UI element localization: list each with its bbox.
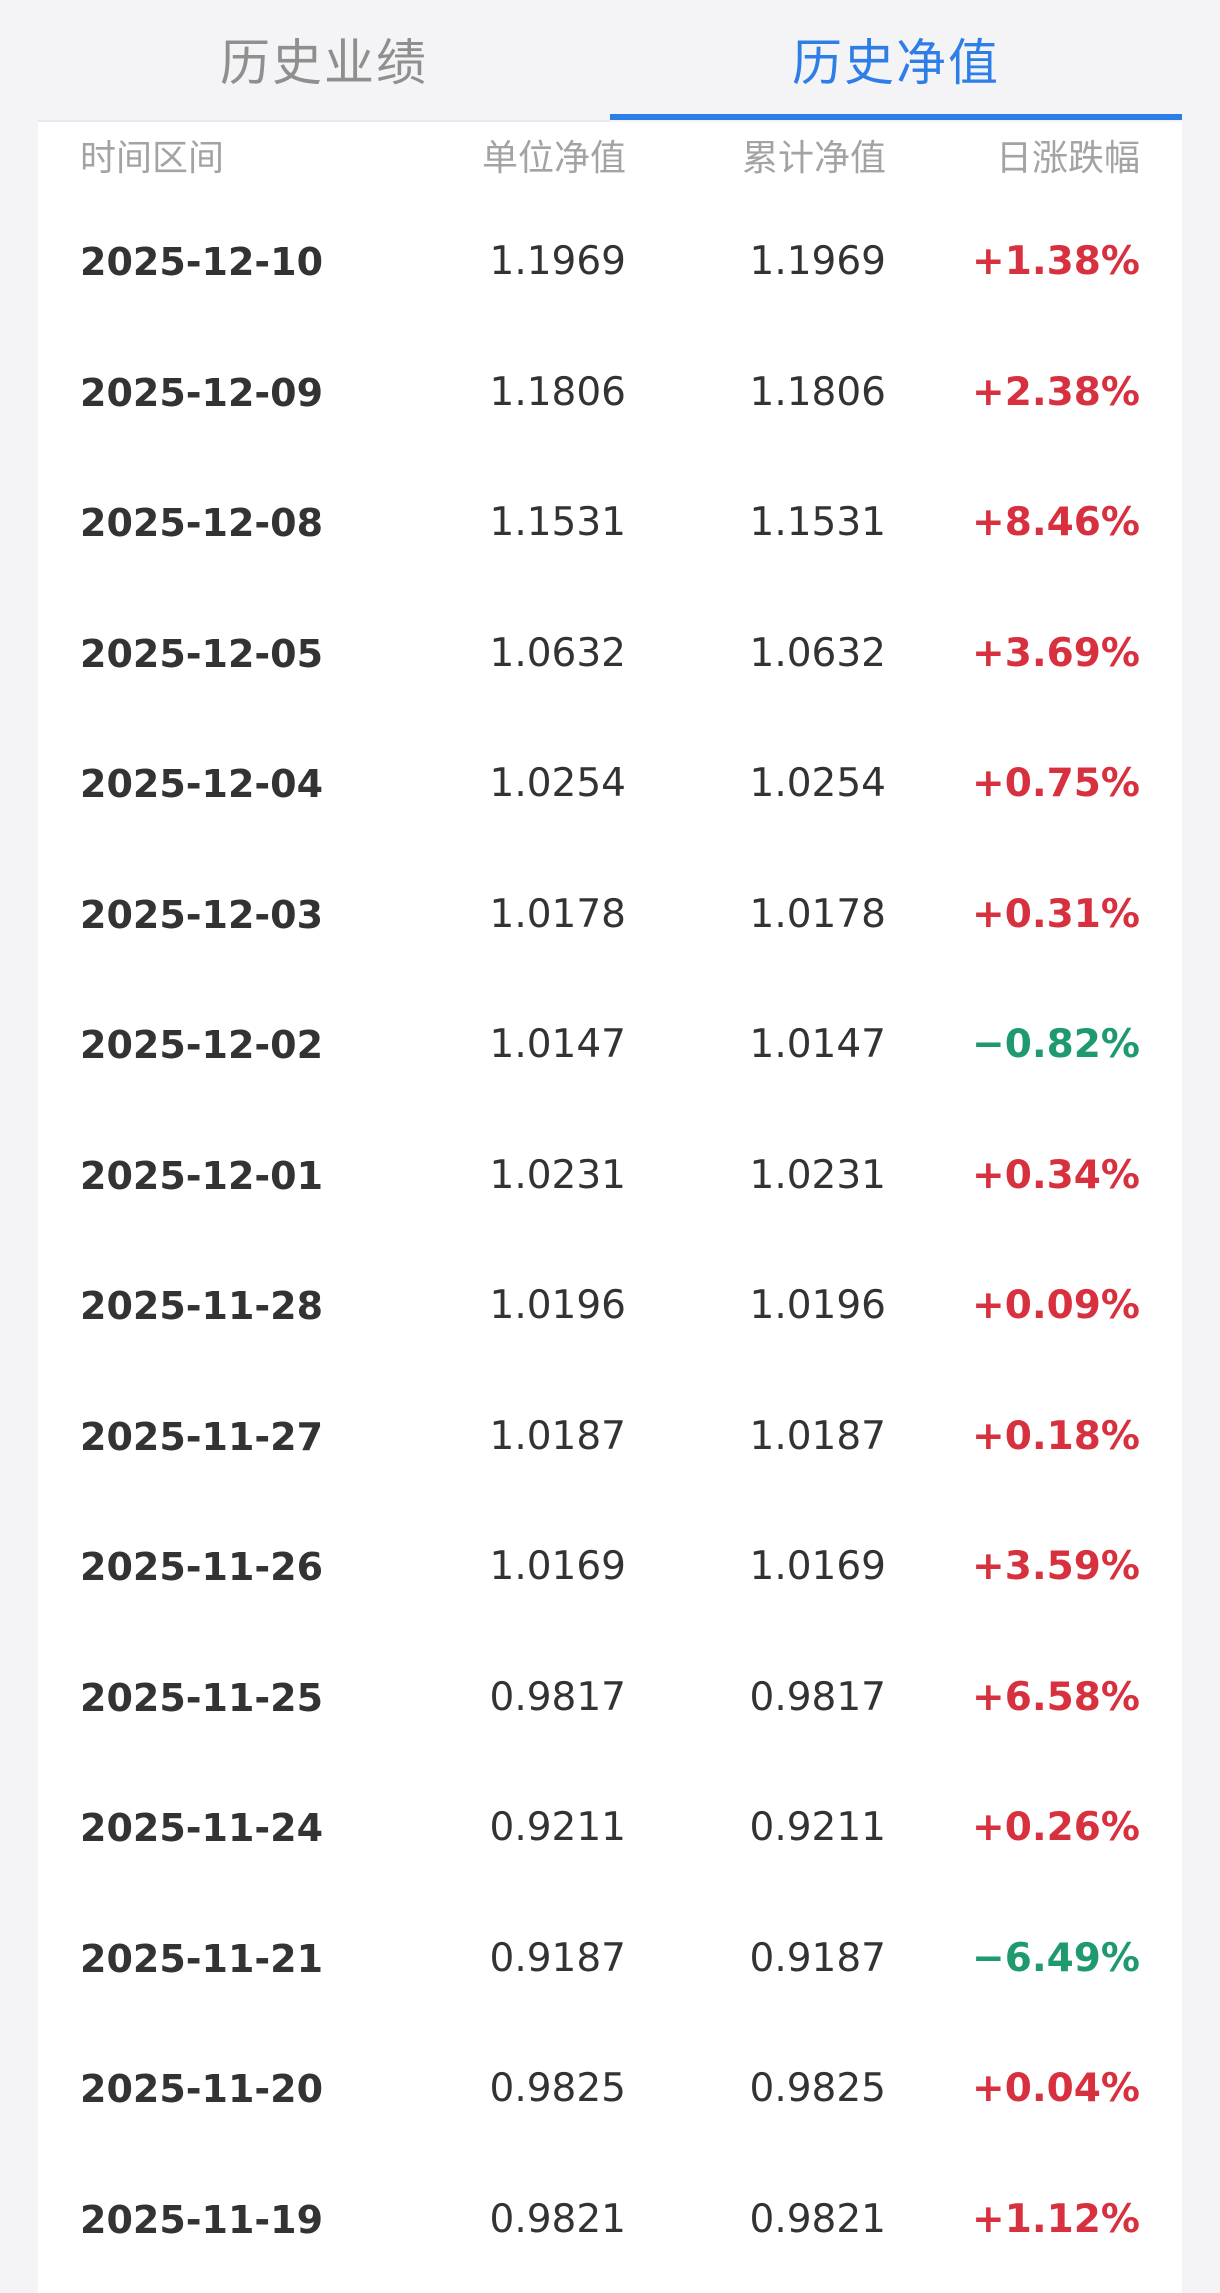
row-date: 2025-12-09: [80, 370, 324, 415]
row-date: 2025-12-05: [80, 631, 324, 676]
tab-divider: [38, 120, 610, 122]
row-date: 2025-12-02: [80, 1023, 324, 1067]
row-unit-nav: 1.0632: [489, 630, 626, 676]
header-date: 时间区间: [80, 138, 225, 179]
row-cumulative-nav: 0.9821: [749, 2196, 886, 2242]
row-cumulative-nav: 1.0178: [749, 891, 886, 937]
row-date: 2025-11-26: [80, 1545, 324, 1589]
row-cumulative-nav: 0.9825: [749, 2066, 886, 2111]
row-daily-change: +0.75%: [972, 761, 1140, 806]
tab-historical-performance[interactable]: 历史业绩: [220, 34, 428, 92]
row-daily-change: +3.69%: [972, 630, 1140, 676]
table-row[interactable]: 2025-11-19 0.9821 0.9821 +1.12%: [38, 2156, 1182, 2287]
row-unit-nav: 0.9821: [489, 2196, 626, 2242]
row-cumulative-nav: 1.0254: [749, 761, 886, 806]
row-date: 2025-11-20: [80, 2067, 324, 2111]
row-cumulative-nav: 1.0169: [749, 1544, 886, 1589]
row-unit-nav: 0.9211: [489, 1805, 626, 1850]
table-row[interactable]: 2025-12-02 1.0147 1.0147 −0.82%: [38, 981, 1182, 1112]
row-cumulative-nav: 0.9817: [749, 1674, 886, 1720]
row-daily-change: +0.34%: [972, 1152, 1140, 1198]
row-cumulative-nav: 1.1969: [749, 239, 886, 284]
row-unit-nav: 0.9187: [489, 1935, 626, 1981]
tab-historical-nav[interactable]: 历史净值: [792, 34, 1000, 92]
table-body: 2025-12-10 1.1969 1.1969 +1.38% 2025-12-09 1.…: [38, 198, 1182, 2286]
table-row[interactable]: 2025-11-21 0.9187 0.9187 −6.49%: [38, 1895, 1182, 2026]
row-date: 2025-11-21: [80, 1936, 324, 1981]
row-daily-change: +2.38%: [972, 369, 1140, 415]
active-tab-indicator: [610, 114, 1182, 120]
table-row[interactable]: 2025-11-26 1.0169 1.0169 +3.59%: [38, 1503, 1182, 1634]
row-unit-nav: 1.1969: [489, 239, 626, 284]
row-date: 2025-11-24: [80, 1806, 324, 1850]
row-unit-nav: 1.0196: [489, 1283, 626, 1328]
row-daily-change: +0.09%: [972, 1283, 1140, 1328]
row-cumulative-nav: 1.0147: [749, 1022, 886, 1067]
row-unit-nav: 1.0169: [489, 1544, 626, 1589]
row-unit-nav: 1.1531: [489, 500, 626, 545]
row-cumulative-nav: 1.0632: [749, 630, 886, 676]
table-row[interactable]: 2025-12-04 1.0254 1.0254 +0.75%: [38, 720, 1182, 851]
row-date: 2025-12-03: [80, 892, 324, 937]
table-row[interactable]: 2025-12-10 1.1969 1.1969 +1.38%: [38, 198, 1182, 329]
row-daily-change: +1.38%: [972, 239, 1140, 284]
row-cumulative-nav: 0.9211: [749, 1805, 886, 1850]
row-date: 2025-12-10: [80, 240, 324, 284]
table-row[interactable]: 2025-11-24 0.9211 0.9211 +0.26%: [38, 1764, 1182, 1895]
row-cumulative-nav: 1.1806: [749, 369, 886, 415]
row-cumulative-nav: 1.0196: [749, 1283, 886, 1328]
row-daily-change: −6.49%: [972, 1935, 1140, 1981]
table-row[interactable]: 2025-12-05 1.0632 1.0632 +3.69%: [38, 590, 1182, 721]
row-cumulative-nav: 1.1531: [749, 500, 886, 545]
table-row[interactable]: 2025-11-28 1.0196 1.0196 +0.09%: [38, 1242, 1182, 1373]
row-unit-nav: 0.9825: [489, 2066, 626, 2111]
row-date: 2025-12-01: [80, 1153, 324, 1198]
row-daily-change: +0.26%: [972, 1805, 1140, 1850]
tab-bar: 历史业绩 历史净值: [38, 0, 1182, 122]
row-cumulative-nav: 1.0231: [749, 1152, 886, 1198]
table-row[interactable]: 2025-11-27 1.0187 1.0187 +0.18%: [38, 1373, 1182, 1504]
row-daily-change: −0.82%: [972, 1022, 1140, 1067]
nav-table: 时间区间 单位净值 累计净值 日涨跌幅 2025-12-10 1.1969 1.19…: [38, 122, 1182, 2293]
row-unit-nav: 0.9817: [489, 1674, 626, 1720]
table-header: 时间区间 单位净值 累计净值 日涨跌幅: [38, 122, 1182, 198]
row-daily-change: +3.59%: [972, 1544, 1140, 1589]
header-unit-nav: 单位净值: [481, 138, 626, 179]
row-date: 2025-11-27: [80, 1414, 324, 1459]
header-cumulative-nav: 累计净值: [741, 138, 886, 179]
row-daily-change: +0.31%: [972, 891, 1140, 937]
row-daily-change: +0.18%: [972, 1413, 1140, 1459]
row-unit-nav: 1.0231: [489, 1152, 626, 1198]
table-row[interactable]: 2025-12-03 1.0178 1.0178 +0.31%: [38, 851, 1182, 982]
row-date: 2025-11-28: [80, 1284, 324, 1328]
row-cumulative-nav: 1.0187: [749, 1413, 886, 1459]
table-row[interactable]: 2025-12-01 1.0231 1.0231 +0.34%: [38, 1112, 1182, 1243]
table-row[interactable]: 2025-11-25 0.9817 0.9817 +6.58%: [38, 1634, 1182, 1765]
table-row[interactable]: 2025-12-09 1.1806 1.1806 +2.38%: [38, 329, 1182, 460]
row-unit-nav: 1.0147: [489, 1022, 626, 1067]
row-daily-change: +1.12%: [972, 2196, 1140, 2242]
row-unit-nav: 1.0178: [489, 891, 626, 937]
row-daily-change: +0.04%: [972, 2066, 1140, 2111]
row-daily-change: +6.58%: [972, 1674, 1140, 1720]
header-daily-change: 日涨跌幅: [995, 138, 1140, 179]
row-date: 2025-11-19: [80, 2197, 324, 2242]
row-date: 2025-12-08: [80, 501, 324, 545]
row-unit-nav: 1.1806: [489, 369, 626, 415]
row-unit-nav: 1.0187: [489, 1413, 626, 1459]
row-date: 2025-12-04: [80, 762, 324, 806]
row-date: 2025-11-25: [80, 1675, 324, 1720]
row-daily-change: +8.46%: [972, 500, 1140, 545]
row-unit-nav: 1.0254: [489, 761, 626, 806]
table-row[interactable]: 2025-11-20 0.9825 0.9825 +0.04%: [38, 2025, 1182, 2156]
row-cumulative-nav: 0.9187: [749, 1935, 886, 1981]
table-row[interactable]: 2025-12-08 1.1531 1.1531 +8.46%: [38, 459, 1182, 590]
